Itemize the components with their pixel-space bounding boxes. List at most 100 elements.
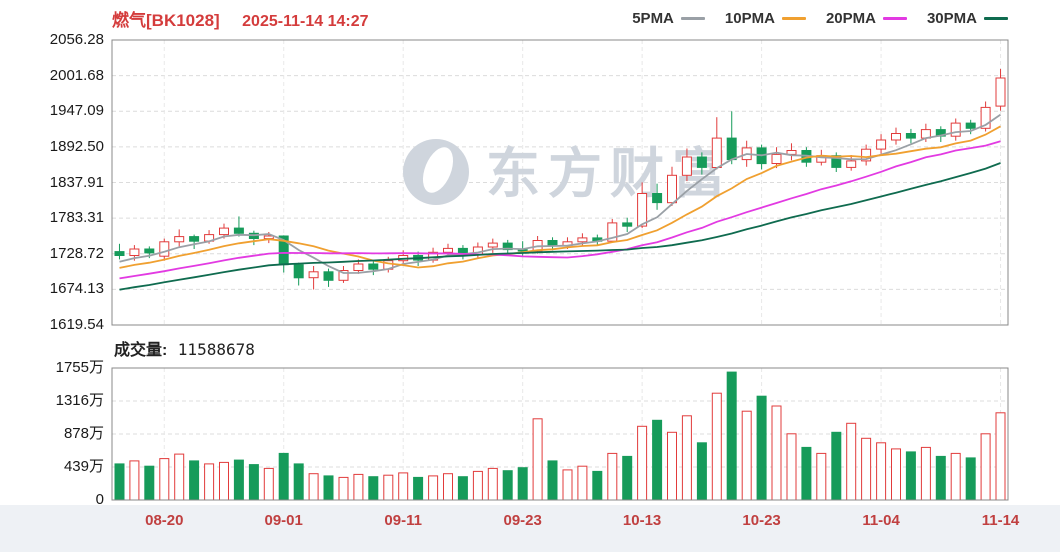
candle — [622, 222, 633, 227]
candle — [950, 122, 961, 137]
volume-bar — [174, 453, 185, 501]
volume-bar — [607, 452, 618, 501]
price-axis-label: 1837.91 — [49, 173, 104, 191]
volume-bar — [189, 460, 200, 501]
volume-bar — [248, 464, 259, 501]
volume-caption: 成交量: 11588678 — [114, 336, 255, 360]
volume-bar — [487, 467, 498, 501]
candle — [547, 240, 558, 247]
legend-item-5pma: 5PMA — [632, 10, 705, 27]
volume-bar — [308, 473, 319, 501]
volume-bar — [502, 470, 513, 501]
volume-bar — [726, 371, 737, 501]
x-axis-label: 11-04 — [862, 512, 900, 529]
volume-value: 11588678 — [177, 340, 255, 359]
volume-bar — [831, 431, 842, 501]
price-axis-label: 1892.50 — [49, 137, 104, 155]
price-axis-label: 1674.13 — [49, 280, 104, 298]
candle — [965, 122, 976, 129]
candle — [293, 264, 304, 279]
candle — [831, 155, 842, 168]
legend-color-dash-icon — [781, 16, 806, 20]
candle — [502, 242, 513, 251]
legend-label: 10PMA — [724, 9, 775, 27]
candle — [577, 237, 588, 243]
volume-bar — [368, 476, 379, 501]
legend-item-10pma: 10PMA — [725, 10, 806, 27]
x-axis-label: 09-01 — [264, 512, 303, 529]
x-axis-label: 09-11 — [384, 512, 422, 529]
candle — [189, 236, 200, 242]
volume-bar — [801, 446, 812, 501]
volume-bar — [965, 457, 976, 501]
price-axis-label: 2056.28 — [49, 31, 104, 48]
x-axis-label: 09-23 — [503, 512, 542, 529]
volume-bar — [263, 467, 274, 501]
legend-color-dash-icon — [984, 16, 1008, 20]
price-axis-label: 2001.68 — [49, 66, 104, 84]
volume-bar — [891, 448, 901, 501]
legend-color-dash-icon — [882, 16, 907, 20]
volume-bar — [696, 442, 707, 501]
candle — [711, 137, 722, 169]
candle — [637, 193, 648, 227]
volume-bar — [353, 473, 364, 501]
candle — [353, 263, 364, 271]
candle — [771, 153, 782, 164]
volume-bar — [935, 455, 946, 501]
volume-bar — [816, 452, 827, 501]
volume-bar — [681, 415, 692, 501]
candle — [144, 248, 155, 254]
logo-flame-icon — [422, 147, 454, 193]
price-panel-border — [111, 39, 1009, 326]
candle — [263, 235, 274, 240]
candle — [681, 156, 692, 176]
candle — [159, 241, 170, 257]
volume-bar — [293, 463, 304, 501]
volume-bar — [144, 465, 155, 501]
ma-line-5 — [119, 113, 1002, 274]
volume-bar — [159, 458, 170, 501]
volume-bar — [861, 437, 872, 501]
x-axis-strip — [0, 505, 1060, 552]
candle — [995, 77, 1006, 107]
legend-label: 5PMA — [632, 9, 674, 27]
watermark-text: 东方财富 — [486, 144, 734, 204]
x-axis-label: 10-13 — [622, 512, 662, 529]
volume-bar — [233, 459, 244, 501]
volume-bar — [771, 405, 782, 501]
volume-bar — [428, 475, 439, 501]
price-axis-label: 1619.54 — [49, 316, 104, 333]
candle — [846, 160, 857, 168]
volume-bar — [338, 476, 349, 501]
candle — [696, 156, 707, 168]
volume-bar — [950, 452, 961, 501]
volume-bar — [398, 472, 409, 501]
price-axis-label: 1728.72 — [49, 244, 104, 262]
volume-label: 成交量: — [114, 342, 168, 359]
volume-bar — [457, 476, 468, 501]
volume-bar — [920, 446, 931, 501]
price-axis-label: 1783.31 — [49, 209, 104, 227]
volume-bar — [786, 433, 797, 501]
legend-item-20pma: 20PMA — [826, 10, 907, 27]
legend-item-30pma: 30PMA — [927, 10, 1008, 27]
volume-bar — [278, 452, 289, 501]
volume-bar — [517, 467, 528, 501]
volume-bar — [114, 463, 125, 501]
volume-bar — [711, 392, 722, 501]
candle — [726, 137, 737, 161]
volume-bar — [562, 469, 573, 501]
page-title: 燃气[BK1028] — [112, 10, 220, 30]
volume-bar — [547, 460, 558, 501]
volume-bar — [652, 419, 663, 501]
x-axis-label: 10-23 — [742, 512, 781, 529]
x-axis-label: 08-20 — [145, 512, 184, 529]
x-axis-label: 11-14 — [981, 512, 1020, 529]
volume-bar — [323, 475, 334, 501]
candle — [891, 133, 901, 141]
candle — [233, 227, 244, 234]
candle — [219, 227, 229, 236]
